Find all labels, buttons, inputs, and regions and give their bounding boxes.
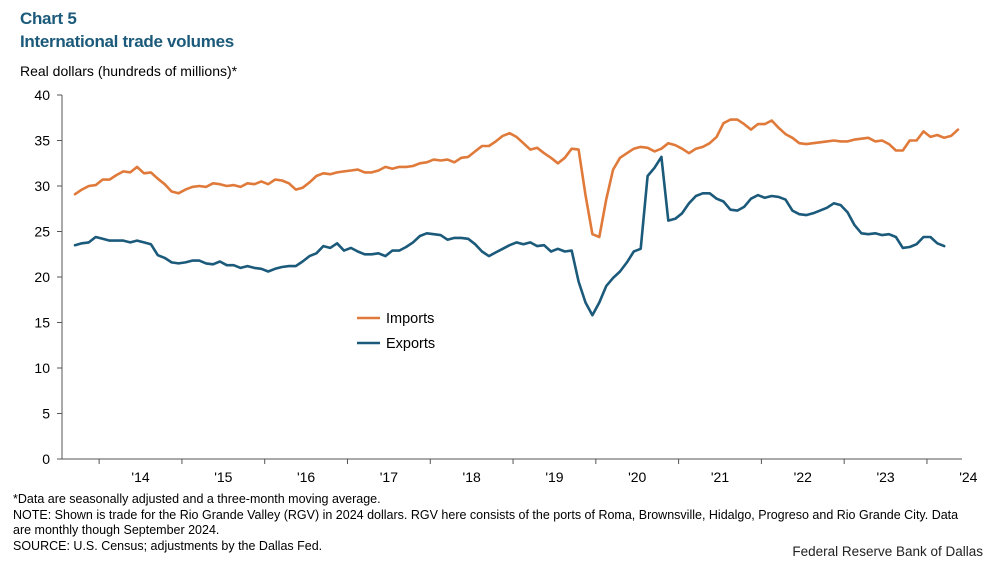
credit-line: Federal Reserve Bank of Dallas (792, 544, 983, 559)
footnotes: *Data are seasonally adjusted and a thre… (13, 492, 973, 554)
exports-legend-label: Exports (386, 336, 435, 352)
y-tick-label: 20 (34, 269, 50, 285)
x-tick-label: '20 (628, 469, 646, 485)
y-tick-label: 40 (34, 87, 50, 103)
x-tick-label: '16 (297, 469, 315, 485)
footnote-adjustment: *Data are seasonally adjusted and a thre… (13, 492, 381, 506)
y-tick-label: 10 (34, 360, 50, 376)
x-tick-label: '22 (794, 469, 812, 485)
exports-line (73, 155, 946, 317)
x-axis: '14 '15 '16 '17 '18 '19 '20 '21 '22 '23 '24 (62, 458, 978, 485)
x-tick-label: '17 (380, 469, 398, 485)
x-tick-label: '19 (545, 469, 563, 485)
x-tick-label: '18 (463, 469, 481, 485)
y-tick-label: 5 (42, 406, 50, 422)
chart-number: Chart 5 (20, 9, 77, 28)
y-axis: 0 5 10 15 20 25 30 35 40 (34, 87, 63, 467)
y-tick-label: 30 (34, 178, 50, 194)
legend: Imports Exports (357, 311, 435, 352)
imports-line (73, 118, 960, 239)
x-tick-label: '15 (214, 469, 232, 485)
y-tick-label: 0 (42, 451, 50, 467)
y-tick-label: 25 (34, 224, 50, 240)
line-chart: 0 5 10 15 20 25 30 35 40 '14 '15 '16 '17 '18 '19 '20 '2… (34, 87, 978, 485)
footnote-source: SOURCE: U.S. Census; adjustments by the … (13, 538, 323, 553)
footnote-note: NOTE: Shown is trade for the Rio Grande … (13, 507, 959, 538)
x-tick-label: '24 (959, 469, 977, 485)
y-tick-label: 15 (34, 315, 50, 331)
x-tick-label: '21 (711, 469, 729, 485)
chart-title: International trade volumes (20, 32, 234, 51)
y-tick-label: 35 (34, 133, 50, 149)
x-tick-label: '23 (876, 469, 894, 485)
x-tick-label: '14 (131, 469, 149, 485)
chart-lines (73, 118, 960, 317)
y-axis-label: Real dollars (hundreds of millions)* (20, 63, 238, 79)
imports-legend-label: Imports (386, 311, 434, 327)
